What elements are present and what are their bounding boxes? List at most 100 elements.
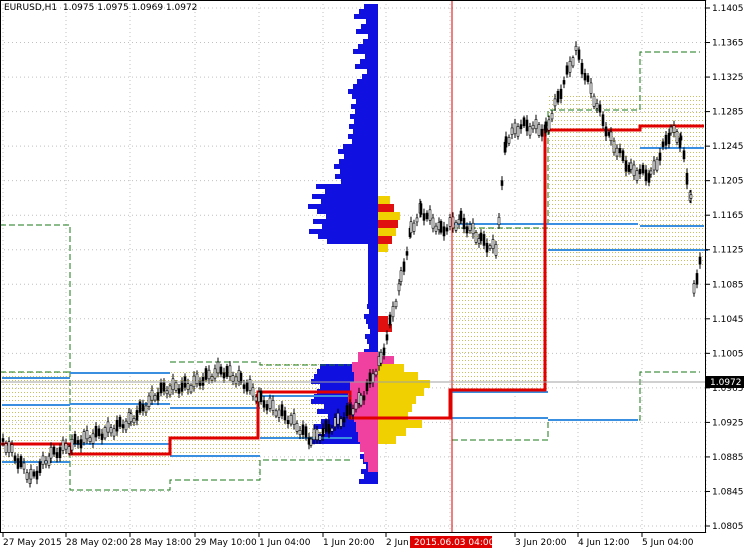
price-candles [1, 41, 702, 488]
time-tick-label: 28 May 02:00 [66, 538, 128, 548]
envelope-line [0, 224, 350, 491]
candle-body [259, 390, 263, 402]
profile-bar [365, 334, 378, 339]
profile-bar [358, 352, 378, 362]
candle-body [667, 132, 671, 145]
profile-bar [360, 59, 378, 64]
profile-bar [378, 236, 392, 244]
candle-body [399, 270, 403, 282]
candle-body [29, 468, 33, 480]
profile-bar [312, 194, 378, 199]
profile-bar [352, 402, 378, 412]
candle-body [147, 395, 151, 407]
candle-body [225, 366, 229, 377]
candle-body [13, 455, 17, 461]
candle-body [58, 447, 62, 459]
profile-bar [378, 228, 396, 236]
candle-body [333, 417, 337, 428]
candle-body [468, 224, 472, 231]
candle-body [612, 140, 616, 153]
candle-body [649, 170, 653, 175]
candle-body [428, 209, 432, 221]
profile-bar [348, 134, 378, 139]
candle-body [624, 160, 628, 172]
candle-body [580, 62, 584, 75]
profile-bar [367, 69, 378, 74]
profile-bar [318, 234, 378, 239]
profile-bar [309, 229, 378, 234]
candle-body [419, 203, 423, 215]
candle-body [679, 135, 683, 141]
time-tick-label: 28 May 18:00 [130, 538, 192, 548]
profile-bar [360, 442, 378, 452]
candle-body [38, 461, 42, 474]
candle-body [207, 369, 211, 380]
price-tick-label: 1.1205 [712, 177, 744, 187]
candle-body [695, 273, 699, 285]
candle-body [44, 460, 48, 465]
price-tick-label: 1.1245 [712, 142, 744, 152]
candle-body [510, 127, 514, 135]
time-tick-label: 3 Jun 20:00 [515, 538, 567, 548]
candle-body [25, 472, 29, 480]
profile-bar [367, 304, 378, 309]
profile-bar [358, 432, 378, 442]
candle-body [522, 117, 526, 127]
candle-body [283, 410, 287, 421]
candle-body [198, 380, 202, 386]
candle-body [405, 251, 409, 256]
candle-body [598, 104, 602, 113]
candle-body [586, 75, 590, 82]
candle-body [35, 470, 39, 480]
profile-bar [378, 404, 412, 412]
profile-bar [349, 124, 378, 129]
candle-body [52, 446, 56, 455]
candle-body [342, 416, 346, 423]
profile-bar [369, 309, 378, 314]
profile-bar [314, 424, 378, 429]
profile-bar [368, 462, 378, 472]
price-tick-label: 1.0885 [712, 453, 744, 463]
candle-body [121, 424, 125, 429]
profile-bar [314, 374, 378, 379]
profile-bar [363, 39, 378, 44]
candle-body [525, 119, 529, 132]
time-tick-label: 1 Jun 20:00 [323, 538, 375, 548]
candle-body [271, 400, 275, 411]
candle-body [359, 395, 363, 406]
candle-body [292, 413, 296, 425]
profile-bar [366, 19, 378, 24]
candle-body [129, 413, 133, 423]
candle-body [201, 377, 205, 386]
candle-body [228, 365, 232, 377]
candle-body [388, 314, 392, 326]
profile-bar [358, 44, 378, 49]
profile-bar [368, 279, 378, 284]
candle-body [336, 412, 340, 425]
candle-body [615, 147, 619, 157]
candle-body [174, 382, 178, 391]
candle-body [655, 158, 659, 171]
profile-bar [355, 64, 378, 69]
candle-body [412, 222, 416, 232]
candle-body [234, 376, 238, 385]
candle-body [685, 173, 689, 185]
candle-body [79, 439, 83, 449]
candle-body [609, 131, 613, 142]
candle-body [556, 91, 560, 103]
profile-bar [378, 436, 396, 444]
candle-body [571, 57, 575, 67]
profile-bar [321, 419, 378, 424]
candle-body [513, 122, 517, 135]
candle-body [500, 180, 504, 186]
profile-bar [317, 369, 378, 374]
candle-body [103, 427, 107, 439]
candle-body [153, 395, 157, 401]
candle-body [82, 431, 86, 443]
candle-body [64, 443, 68, 450]
profile-bar [378, 364, 404, 372]
candle-body [118, 416, 122, 427]
candle-body [165, 390, 169, 395]
